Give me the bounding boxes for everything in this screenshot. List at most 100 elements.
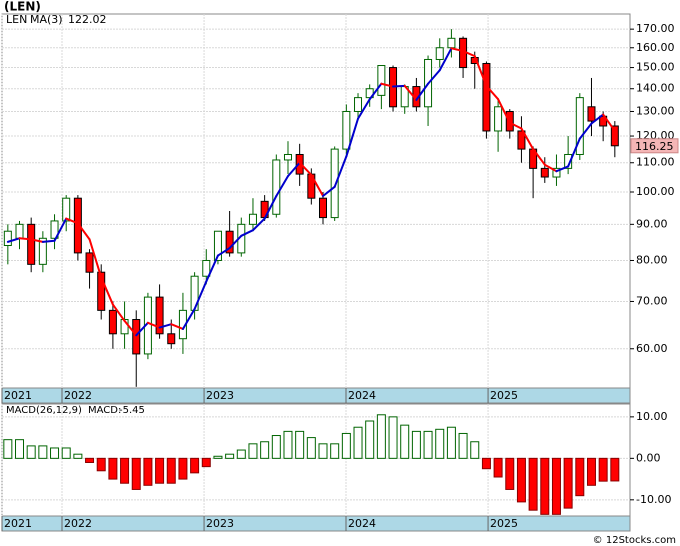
last-price-label: 116.25 [635,140,674,153]
macd-bar [271,435,281,459]
y-tick-label: 0.00 [636,451,661,464]
macd-bar [505,457,515,490]
macd-bar [610,457,620,482]
macd-bar [3,439,13,459]
ma-segment [310,173,325,198]
ma-segment [275,175,289,198]
x-tick-label: 2022 [64,389,92,402]
ma-segment [240,229,254,237]
macd-bar [26,445,36,459]
ma-segment [76,222,91,241]
macd-bar [516,457,526,503]
ma-segment [555,165,570,173]
ma-segment [135,321,149,337]
ma-segment [403,84,418,101]
plot-area [1,13,631,389]
candle-body [482,62,491,132]
candle-body [167,333,176,345]
legend-ma-value: 122.02 [68,13,107,26]
ma-segment [532,148,546,166]
candle-body [283,153,292,161]
ma-segment [6,237,21,243]
x-tick-label: 2025 [490,517,518,530]
ma-segment [228,234,243,250]
macd-bar [50,447,60,459]
candle-body [447,37,456,49]
ma-segment [65,217,79,225]
macd-bar [388,416,398,459]
x-tick-label: 2025 [490,389,518,402]
candle-body [342,110,351,150]
macd-bar [586,457,596,486]
ma-segment [170,323,184,330]
macd-bar [575,457,585,497]
ma-segment [392,84,406,88]
candle-body [587,106,596,122]
macd-bar [201,457,211,468]
candle-body [62,197,71,222]
ma-segment [322,185,336,198]
legend-ma: MA(3) [30,13,63,26]
macd-bar [365,420,375,459]
macd-bar [143,457,153,486]
ma-segment [53,217,68,242]
candle-body [15,223,24,239]
ma-segment [473,55,488,87]
candle-body [248,213,257,225]
macd-bar [493,457,503,478]
ma-segment [485,84,500,101]
candle-body [50,220,59,239]
candle-body [494,106,503,132]
ma-segment [298,161,313,176]
ma-segment [578,122,593,140]
ma-segment [30,238,44,243]
macd-bar [295,430,305,459]
ma-segment [520,127,535,151]
macd-bar [131,457,141,490]
macd-bar [318,443,328,459]
ma-segment [602,113,616,132]
ma-segment [263,195,278,220]
ma-segment [205,254,219,283]
ma-segment [345,117,360,158]
macd-bar [155,457,165,484]
last-price-box [630,138,679,154]
candle-body [132,319,141,355]
candle-body [73,197,82,254]
macd-bar [225,453,235,459]
ma-segment [146,321,161,329]
candle-body [540,167,549,178]
y-tick-label: 60.00 [636,342,668,355]
macd-bar [120,457,130,484]
candle-body [155,296,164,335]
macd-bar [166,457,176,484]
y-tick-label: 140.00 [636,82,675,95]
x-tick-label: 2023 [206,517,234,530]
macd-bar [411,430,421,459]
y-tick-label: 10.00 [636,410,668,423]
ma-segment [497,98,511,124]
x-tick-label: 2021 [4,389,32,402]
candle-body [610,125,619,147]
candle-body [354,97,363,112]
macd-bar [563,457,573,509]
candle-body [213,230,222,261]
date-band [1,387,631,404]
macd-prefix: MACD: [88,405,121,416]
macd-bar [376,414,386,459]
legend-symbol: LEN [6,13,27,26]
ma-segment [251,217,266,232]
macd-bar [481,457,491,470]
macd-bar [85,457,95,463]
macd-bar [341,432,351,459]
candle-body [27,223,36,265]
candle-body [575,97,584,155]
macd-bar [435,428,445,459]
ma-segment [88,238,103,279]
y-tick-label: 170.00 [636,22,675,35]
y-tick-label: -10.00 [636,493,671,506]
ma-segment [193,280,208,311]
candle-body [272,159,281,215]
y-tick-label: 80.00 [636,253,668,266]
candle-body [202,259,211,277]
